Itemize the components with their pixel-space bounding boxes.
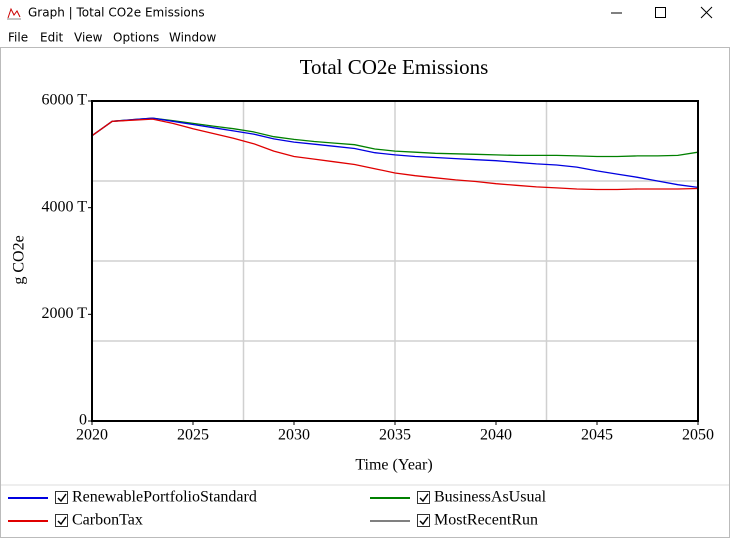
maximize-button[interactable]: [655, 7, 666, 18]
x-tick-label: 2040: [480, 427, 512, 444]
plot-frame: [91, 100, 699, 422]
legend-checkbox[interactable]: [55, 491, 68, 504]
x-tick-label: 2050: [682, 427, 714, 444]
x-tick-label: 2020: [76, 427, 108, 444]
y-tick-label: 4000 T: [42, 198, 88, 215]
app-icon: [7, 7, 21, 19]
menu-bar: File Edit View Options Window: [8, 31, 217, 45]
x-tick-label: 2025: [177, 427, 209, 444]
menu-item[interactable]: Options: [113, 31, 159, 45]
series-line: [91, 117, 699, 158]
menu-item[interactable]: Edit: [40, 31, 64, 45]
chart-title: Total CO2e Emissions: [300, 55, 489, 79]
menu-item[interactable]: Window: [169, 31, 217, 45]
menu-item[interactable]: File: [8, 31, 28, 45]
window-title: Graph | Total CO2e Emissions: [28, 6, 205, 20]
legend-check: [419, 493, 429, 503]
y-axis-label: g CO2e: [11, 235, 28, 284]
x-tick-label: 2035: [379, 427, 411, 444]
legend-checkbox[interactable]: [55, 514, 68, 527]
close-button[interactable]: [700, 6, 713, 19]
legend-label: MostRecentRun: [434, 512, 538, 529]
legend-label: BusinessAsUsual: [434, 489, 547, 506]
legend-checkbox[interactable]: [417, 491, 430, 504]
legend-checkbox[interactable]: [417, 514, 430, 527]
series-line: [91, 117, 699, 189]
legend-check: [419, 516, 429, 526]
x-tick-label: 2030: [278, 427, 310, 444]
y-tick-label: 2000 T: [42, 305, 88, 322]
y-tick-label: 6000 T: [42, 92, 88, 109]
x-axis-label: Time (Year): [355, 457, 432, 474]
y-tick-label: 0: [79, 412, 87, 429]
legend-check: [57, 493, 67, 503]
series-line: [91, 118, 699, 191]
x-tick-label: 2045: [581, 427, 613, 444]
chart-panel: [0, 47, 730, 538]
legend-label: CarbonTax: [72, 512, 143, 529]
menu-item[interactable]: View: [74, 31, 103, 45]
legend-check: [57, 516, 67, 526]
legend-label: RenewablePortfolioStandard: [72, 489, 257, 506]
